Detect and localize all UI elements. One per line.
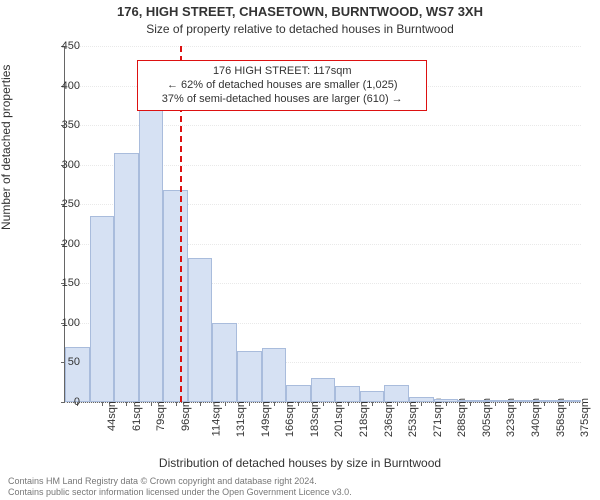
x-tick-label: 44sqm xyxy=(106,398,118,431)
y-tick-label: 450 xyxy=(40,40,80,52)
plot-area: 44sqm61sqm79sqm96sqm114sqm131sqm149sqm16… xyxy=(64,46,581,403)
y-tick-label: 0 xyxy=(40,396,80,408)
histogram-bar xyxy=(360,391,385,402)
chart-title-line1: 176, HIGH STREET, CHASETOWN, BURNTWOOD, … xyxy=(0,4,600,19)
x-tick-label: 288sqm xyxy=(456,398,468,437)
histogram-bar xyxy=(262,348,287,402)
x-tick-label: 340sqm xyxy=(530,398,542,437)
footnote: Contains HM Land Registry data © Crown c… xyxy=(8,476,352,499)
histogram-bar xyxy=(90,216,115,402)
histogram-bar xyxy=(212,323,237,402)
x-tick-label: 218sqm xyxy=(358,398,370,437)
x-tick-label: 61sqm xyxy=(131,398,143,431)
chart-container: 176, HIGH STREET, CHASETOWN, BURNTWOOD, … xyxy=(0,0,600,500)
grid-line xyxy=(65,46,581,47)
x-tick-label: 271sqm xyxy=(432,398,444,437)
y-tick-label: 50 xyxy=(40,356,80,368)
annotation-line: ← 62% of detached houses are smaller (1,… xyxy=(144,79,420,93)
histogram-bar xyxy=(286,385,311,402)
histogram-bar xyxy=(65,347,90,402)
x-tick-label: 236sqm xyxy=(383,398,395,437)
x-tick-label: 131sqm xyxy=(235,398,247,437)
y-tick-label: 200 xyxy=(40,238,80,250)
histogram-bar xyxy=(163,190,188,402)
x-tick-label: 323sqm xyxy=(506,398,518,437)
histogram-bar xyxy=(384,385,409,402)
x-tick-label: 201sqm xyxy=(334,398,346,437)
x-axis-label: Distribution of detached houses by size … xyxy=(0,456,600,470)
x-tick-label: 166sqm xyxy=(284,398,296,437)
x-tick-label: 79sqm xyxy=(155,398,167,431)
annotation-line: 176 HIGH STREET: 117sqm xyxy=(144,65,420,79)
y-tick-label: 250 xyxy=(40,198,80,210)
x-tick-label: 183sqm xyxy=(309,398,321,437)
histogram-bar xyxy=(335,386,360,402)
x-tick-label: 375sqm xyxy=(579,398,591,437)
histogram-bar xyxy=(237,351,262,402)
y-tick-label: 300 xyxy=(40,159,80,171)
y-tick-label: 100 xyxy=(40,317,80,329)
footnote-line2: Contains public sector information licen… xyxy=(8,487,352,498)
y-tick-label: 350 xyxy=(40,119,80,131)
x-tick-label: 114sqm xyxy=(210,398,222,436)
histogram-bar xyxy=(311,378,336,402)
x-tick-label: 305sqm xyxy=(481,398,493,437)
histogram-bar xyxy=(139,82,164,402)
x-tick-label: 149sqm xyxy=(260,398,272,437)
annotation-line: 37% of semi-detached houses are larger (… xyxy=(144,93,420,107)
histogram-bar xyxy=(114,153,139,402)
y-tick-label: 400 xyxy=(40,80,80,92)
x-tick-label: 96sqm xyxy=(180,398,192,431)
footnote-line1: Contains HM Land Registry data © Crown c… xyxy=(8,476,352,487)
x-tick-label: 358sqm xyxy=(555,398,567,437)
x-tick-label: 253sqm xyxy=(407,398,419,437)
histogram-bar xyxy=(188,258,213,402)
annotation-box: 176 HIGH STREET: 117sqm← 62% of detached… xyxy=(137,60,427,111)
y-tick-label: 150 xyxy=(40,277,80,289)
y-axis-label: Number of detached properties xyxy=(0,65,13,230)
chart-title-line2: Size of property relative to detached ho… xyxy=(0,22,600,36)
